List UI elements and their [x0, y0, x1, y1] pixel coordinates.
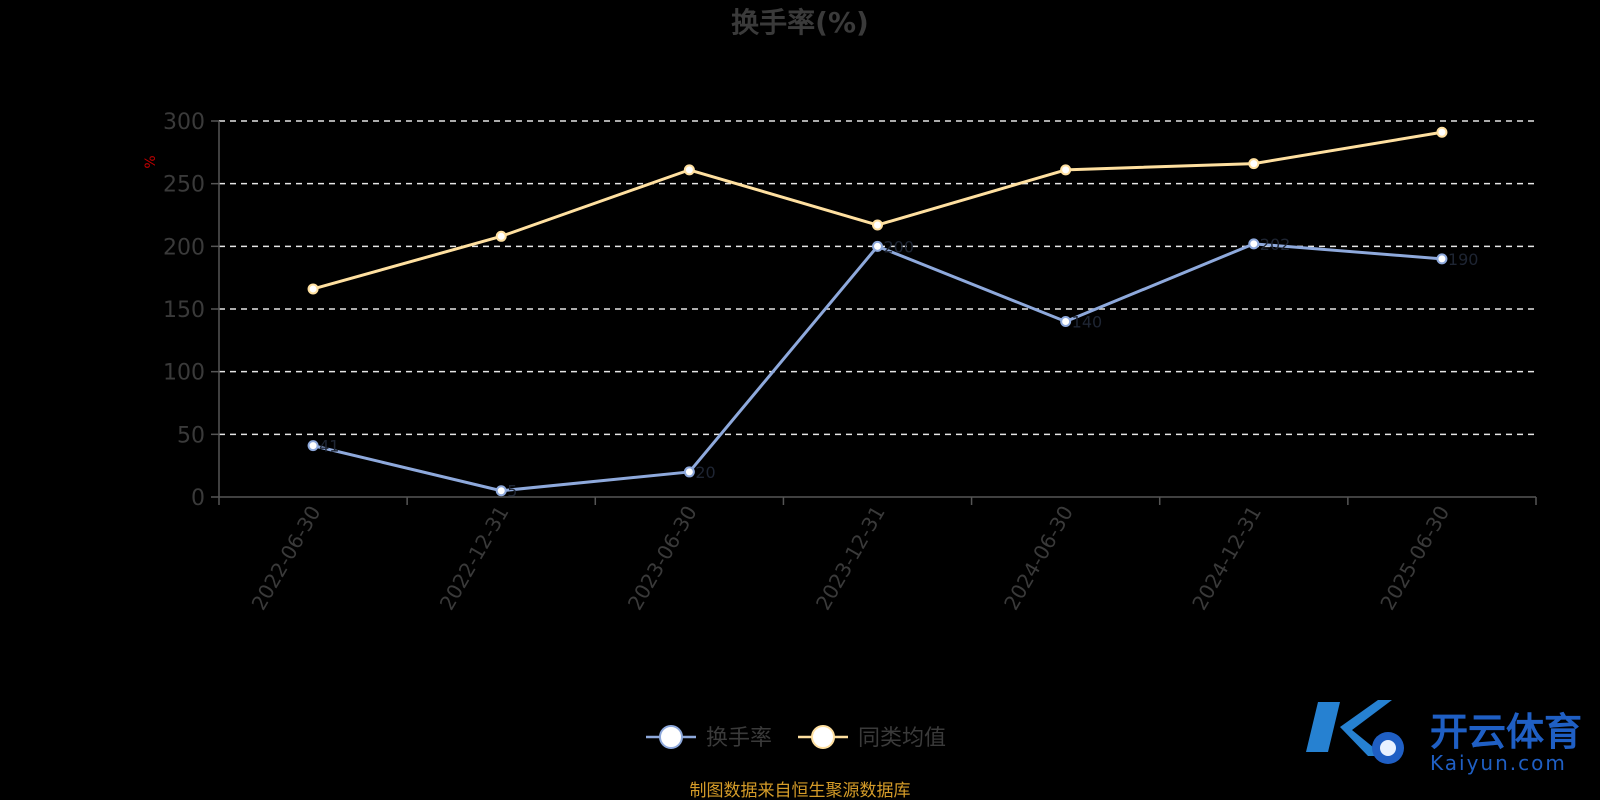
legend-item[interactable]: 同类均值	[798, 725, 946, 751]
axes	[218, 121, 1536, 498]
data-label: 41	[319, 437, 339, 456]
x-tick-label: 2023-06-30	[623, 502, 702, 615]
y-tick-label: 50	[177, 423, 205, 448]
data-point[interactable]	[1060, 164, 1072, 176]
y-tick-label: 100	[163, 361, 205, 386]
logo-k-icon	[1306, 700, 1392, 756]
data-point[interactable]	[495, 230, 507, 242]
y-axis-unit: %	[143, 155, 159, 168]
series-line	[312, 242, 1443, 493]
y-tick-label: 250	[163, 173, 205, 198]
data-point[interactable]	[872, 219, 883, 231]
data-point[interactable]	[495, 485, 507, 497]
x-tick-label: 2024-12-31	[1187, 502, 1266, 615]
grid-lines	[219, 120, 1536, 436]
data-point[interactable]	[1060, 316, 1072, 328]
watermark-en: Kaiyun.com	[1430, 751, 1567, 775]
data-label: 202	[1260, 235, 1291, 254]
watermark-cn: 开云体育	[1430, 710, 1582, 754]
data-point[interactable]	[307, 283, 319, 295]
legend-item[interactable]: 换手率	[646, 725, 772, 751]
y-tick-label: 0	[191, 486, 205, 511]
series-0: 41 5 20 200 140 202 190	[307, 235, 1479, 501]
data-point[interactable]	[683, 164, 695, 176]
series-1	[307, 126, 1448, 295]
legend-marker	[811, 725, 835, 749]
x-tick-label: 2022-12-31	[435, 502, 514, 615]
data-point[interactable]	[872, 240, 883, 252]
source-note: 制图数据来自恒生聚源数据库	[690, 781, 911, 800]
data-point[interactable]	[307, 440, 319, 452]
legend[interactable]: 换手率 同类均值	[646, 725, 946, 751]
data-point[interactable]	[1248, 158, 1260, 170]
x-tick-label: 2023-12-31	[811, 502, 890, 615]
x-axis-ticks: 2022-06-30 2022-12-31 2023-06-30 2023-12-31…	[218, 497, 1537, 615]
data-label: 20	[695, 463, 715, 482]
watermark-logo: 开云体育 Kaiyun.com	[1306, 700, 1582, 775]
x-tick-label: 2025-06-30	[1375, 502, 1454, 615]
data-label: 190	[1448, 250, 1479, 269]
x-tick-label: 2024-06-30	[999, 502, 1078, 615]
data-point[interactable]	[1248, 238, 1260, 250]
x-tick-label: 2022-06-30	[246, 502, 325, 615]
data-label: 5	[507, 482, 517, 501]
y-tick-label: 200	[163, 235, 205, 260]
chart-title: 换手率(%)	[731, 6, 869, 39]
data-point[interactable]	[683, 466, 695, 478]
series-line	[312, 130, 1443, 291]
legend-label: 换手率	[706, 726, 772, 751]
data-point[interactable]	[1436, 126, 1448, 138]
y-tick-label: 300	[163, 110, 205, 135]
data-label: 200	[884, 237, 915, 256]
y-tick-label: 150	[163, 298, 205, 323]
series-layer: 41 5 20 200 140 202 190	[307, 126, 1479, 501]
legend-label: 同类均值	[858, 726, 946, 751]
y-axis-ticks: 0 50 100 150 200 250 300	[163, 110, 219, 511]
data-point[interactable]	[1436, 253, 1448, 265]
legend-marker	[659, 725, 683, 749]
data-label: 140	[1072, 313, 1103, 332]
